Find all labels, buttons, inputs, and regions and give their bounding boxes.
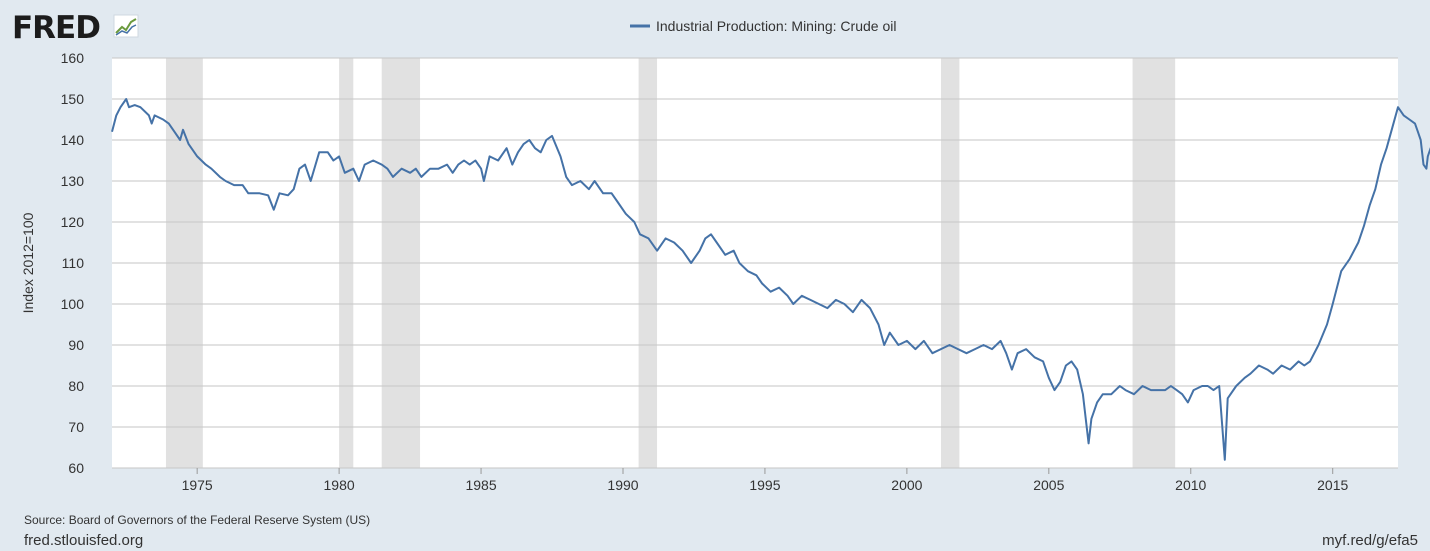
x-tick-label-2015: 2015 [1317,477,1348,493]
y-tick-label-90: 90 [68,337,84,353]
x-tick-label-2000: 2000 [891,477,922,493]
x-tick-label-2005: 2005 [1033,477,1064,493]
source-note: Source: Board of Governors of the Federa… [24,513,370,527]
y-tick-label-140: 140 [61,132,85,148]
grid-lines [112,57,1398,469]
site-link[interactable]: fred.stlouisfed.org [24,532,143,549]
x-axis: 1975 1980 1985 1990 1995 2000 2005 2010 2015 [182,468,1348,493]
x-tick-label-1980: 1980 [324,477,355,493]
y-tick-label-110: 110 [62,255,85,271]
x-tick-label-2010: 2010 [1175,477,1206,493]
y-tick-label-60: 60 [68,460,84,476]
fred-logo-text: FRED [12,10,100,46]
y-tick-label-80: 80 [68,378,84,394]
short-url-link[interactable]: myf.red/g/efa5 [1322,532,1418,549]
y-tick-label-100: 100 [61,296,85,312]
series-line-1 [111,98,1430,461]
x-tick-label-1975: 1975 [182,477,213,493]
y-tick-label-150: 150 [61,91,85,107]
legend-label: Industrial Production: Mining: Crude oil [656,18,896,34]
x-tick-label-1990: 1990 [607,477,638,493]
x-tick-label-1995: 1995 [749,477,780,493]
legend: Industrial Production: Mining: Crude oil [630,18,896,34]
y-axis: 60 70 80 90 100 110 120 130 140 150 160 [61,50,85,476]
x-tick-label-1985: 1985 [465,477,496,493]
y-tick-label-70: 70 [68,419,84,435]
fred-logo[interactable]: FRED [12,10,139,46]
y-tick-label-120: 120 [61,214,85,230]
y-tick-label-160: 160 [61,50,85,66]
y-axis-title: Index 2012=100 [20,212,36,313]
line-chart-icon [113,14,139,38]
y-tick-label-130: 130 [61,173,85,189]
series-layer [111,98,1430,461]
